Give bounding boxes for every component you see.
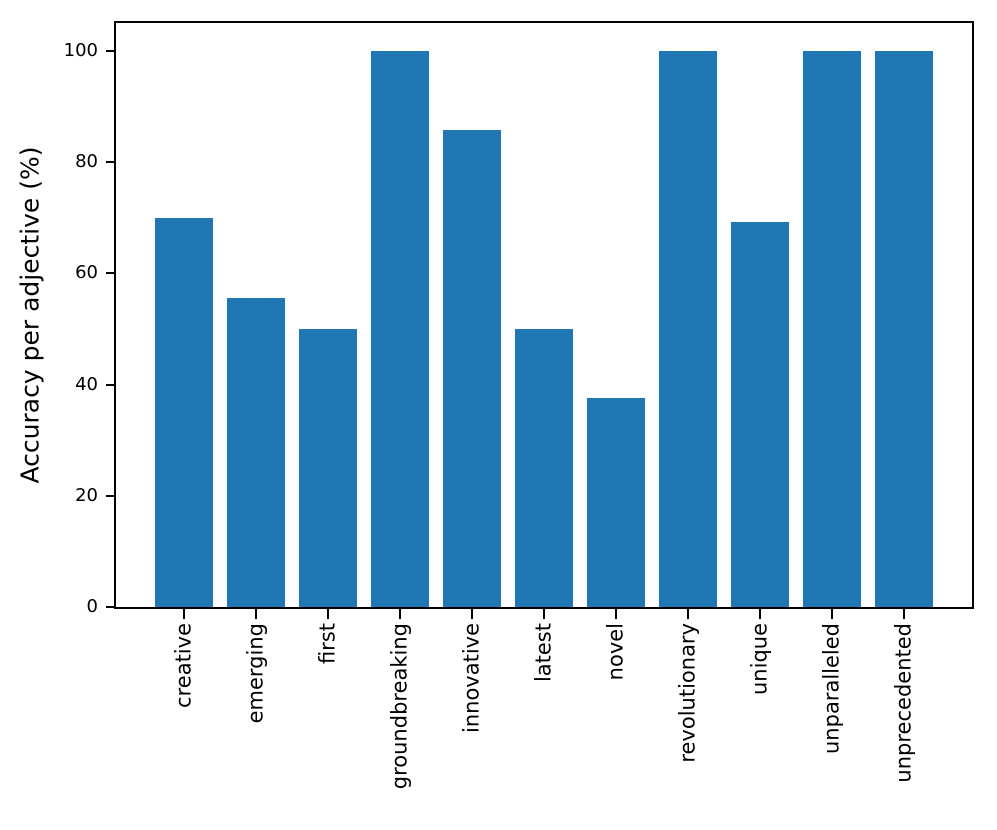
x-tick-label-novel: novel — [603, 623, 628, 681]
bar-unparalleled — [803, 50, 861, 607]
x-tick-label-latest: latest — [531, 623, 556, 683]
x-tick-mark — [543, 609, 545, 619]
y-tick-mark — [106, 494, 116, 497]
y-tick-label: 20 — [75, 484, 98, 506]
y-tick-label: 0 — [86, 596, 98, 617]
y-tick-mark — [106, 272, 116, 275]
x-tick-label-first: first — [315, 623, 340, 665]
y-tick-label: 80 — [75, 151, 98, 173]
y-tick-mark — [106, 49, 116, 52]
bar-creative — [155, 217, 213, 607]
x-tick-label-emerging: emerging — [243, 623, 268, 724]
y-tick-label: 60 — [75, 262, 98, 284]
bar-groundbreaking — [371, 50, 429, 607]
bar-unique — [731, 222, 789, 607]
x-tick-label-innovative: innovative — [459, 623, 484, 734]
bar-emerging — [227, 297, 285, 607]
y-tick-label: 100 — [63, 39, 98, 61]
bar-unprecedented — [875, 50, 933, 607]
x-tick-mark — [471, 609, 473, 619]
bar-latest — [515, 328, 573, 607]
bar-first — [299, 328, 357, 607]
x-tick-label-unprecedented: unprecedented — [891, 623, 916, 783]
x-tick-mark — [399, 609, 401, 619]
y-axis-label: Accuracy per adjective (%) — [15, 146, 45, 484]
plot-area — [116, 23, 972, 607]
y-tick-mark — [106, 161, 116, 164]
x-tick-mark — [687, 609, 689, 619]
x-tick-label-unique: unique — [747, 623, 772, 696]
x-tick-mark — [183, 609, 185, 619]
x-tick-label-groundbreaking: groundbreaking — [387, 623, 412, 790]
bar-innovative — [443, 130, 501, 607]
y-tick-label: 40 — [75, 373, 98, 395]
x-tick-label-creative: creative — [171, 623, 196, 708]
y-tick-mark — [106, 383, 116, 386]
x-tick-mark — [759, 609, 761, 619]
x-tick-mark — [615, 609, 617, 619]
bar-novel — [587, 398, 645, 607]
x-tick-label-revolutionary: revolutionary — [675, 623, 700, 763]
x-tick-mark — [831, 609, 833, 619]
x-tick-mark — [255, 609, 257, 619]
y-tick-mark — [106, 606, 116, 608]
x-tick-label-unparalleled: unparalleled — [819, 623, 844, 754]
x-tick-mark — [903, 609, 905, 619]
bar-revolutionary — [659, 50, 717, 607]
x-tick-mark — [327, 609, 329, 619]
